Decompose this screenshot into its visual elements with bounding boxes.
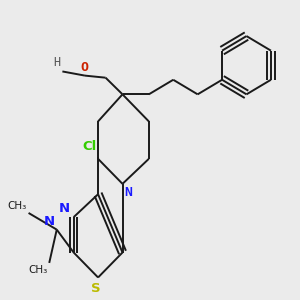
Text: CH₃: CH₃	[8, 201, 27, 211]
Text: N: N	[59, 202, 70, 215]
Text: N: N	[44, 214, 55, 227]
Text: CH₃: CH₃	[28, 265, 47, 275]
Text: N: N	[124, 186, 132, 199]
Text: Cl: Cl	[82, 140, 96, 153]
Text: S: S	[92, 282, 101, 295]
Text: O: O	[80, 61, 88, 74]
Text: H: H	[53, 56, 61, 69]
